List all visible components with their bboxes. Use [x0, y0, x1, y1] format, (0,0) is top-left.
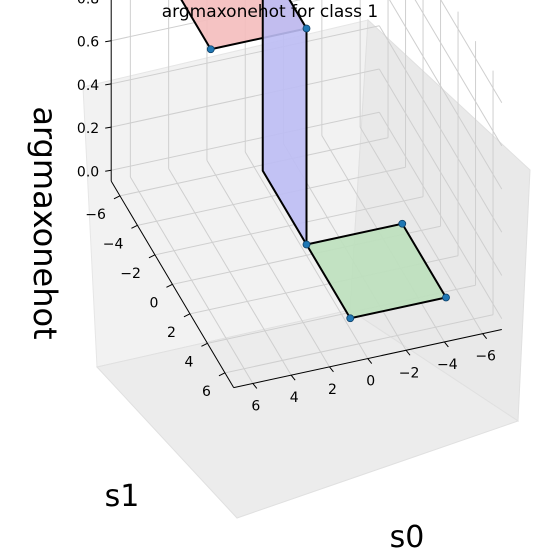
x-tick-mark	[329, 366, 334, 373]
grid-line-floor-s1	[119, 137, 389, 197]
z-tick-label: 0.4	[77, 78, 99, 94]
x-axis-label: s0	[390, 520, 425, 555]
y-tick-mark	[113, 195, 121, 200]
z-tick-mark	[105, 40, 112, 43]
x-tick-mark	[252, 383, 258, 389]
y-tick-mark	[201, 342, 208, 347]
grid-line-z	[111, 111, 380, 171]
grid-line-z	[389, 0, 503, 190]
chart-title: argmaxonehot for class 1	[162, 2, 379, 22]
x-tick-label: 0	[366, 374, 375, 390]
grid-line-z	[378, 111, 503, 319]
x-tick-mark	[367, 358, 373, 364]
surface-layer	[180, 0, 447, 320]
z-tick-label: 0.8	[77, 0, 99, 8]
x-tick-label: 6	[251, 398, 260, 414]
x-tick-label: −4	[437, 357, 458, 373]
grid-line-floor-s1	[154, 196, 424, 256]
z-tick-mark	[105, 83, 112, 86]
y-tick-mark	[166, 283, 173, 288]
data-point	[206, 45, 215, 54]
x-tick-mark	[290, 374, 296, 381]
grid-line-z	[378, 68, 503, 276]
z-tick-label: 0.0	[77, 164, 99, 180]
back-pane-s1	[82, 19, 369, 368]
grid-line-floor-s1	[224, 314, 494, 374]
y-tick-label: 6	[202, 384, 211, 400]
data-point	[346, 314, 355, 323]
y-tick-mark	[183, 313, 191, 318]
x-tick-label: −6	[475, 349, 496, 365]
x-tick-label: 2	[328, 382, 337, 398]
y-tick-label: 0	[150, 295, 159, 311]
y-tick-mark	[131, 224, 138, 229]
floor-pane	[96, 309, 520, 519]
z-tick-mark	[105, 169, 112, 172]
y-tick-label: −6	[85, 207, 106, 223]
x-tick-label: 4	[290, 390, 299, 406]
grid-line-z	[440, 0, 503, 103]
y-tick-label: −2	[120, 266, 141, 282]
data-point	[302, 240, 311, 249]
y-tick-mark	[148, 254, 156, 259]
y-axis-label: s1	[105, 479, 140, 514]
x-tick-mark	[405, 349, 411, 356]
z-tick-label: 0.2	[77, 121, 99, 137]
z-tick-mark	[105, 126, 112, 129]
grid-line-z	[414, 0, 503, 147]
grid-line-floor-s1	[137, 166, 406, 226]
data-point	[398, 219, 407, 228]
z-axis-label: argmaxonehot	[26, 106, 64, 339]
surface-vertical-plane	[261, 0, 308, 246]
y-tick-mark	[218, 372, 226, 377]
data-point	[302, 24, 311, 33]
data-point	[442, 293, 450, 302]
z-tick-label: 0.6	[77, 35, 99, 51]
grid-line-z	[378, 25, 503, 233]
y-tick-label: 4	[185, 354, 194, 370]
point-layer	[206, 24, 450, 323]
axis-lines	[105, 0, 502, 389]
x-tick-label: −2	[399, 365, 420, 381]
y-tick-label: 2	[167, 325, 176, 341]
grid-line-z	[111, 68, 380, 128]
x-tick-mark	[443, 341, 449, 348]
y-tick-label: −4	[103, 236, 124, 252]
x-tick-mark	[482, 333, 488, 339]
grid-line-z	[111, 25, 380, 85]
